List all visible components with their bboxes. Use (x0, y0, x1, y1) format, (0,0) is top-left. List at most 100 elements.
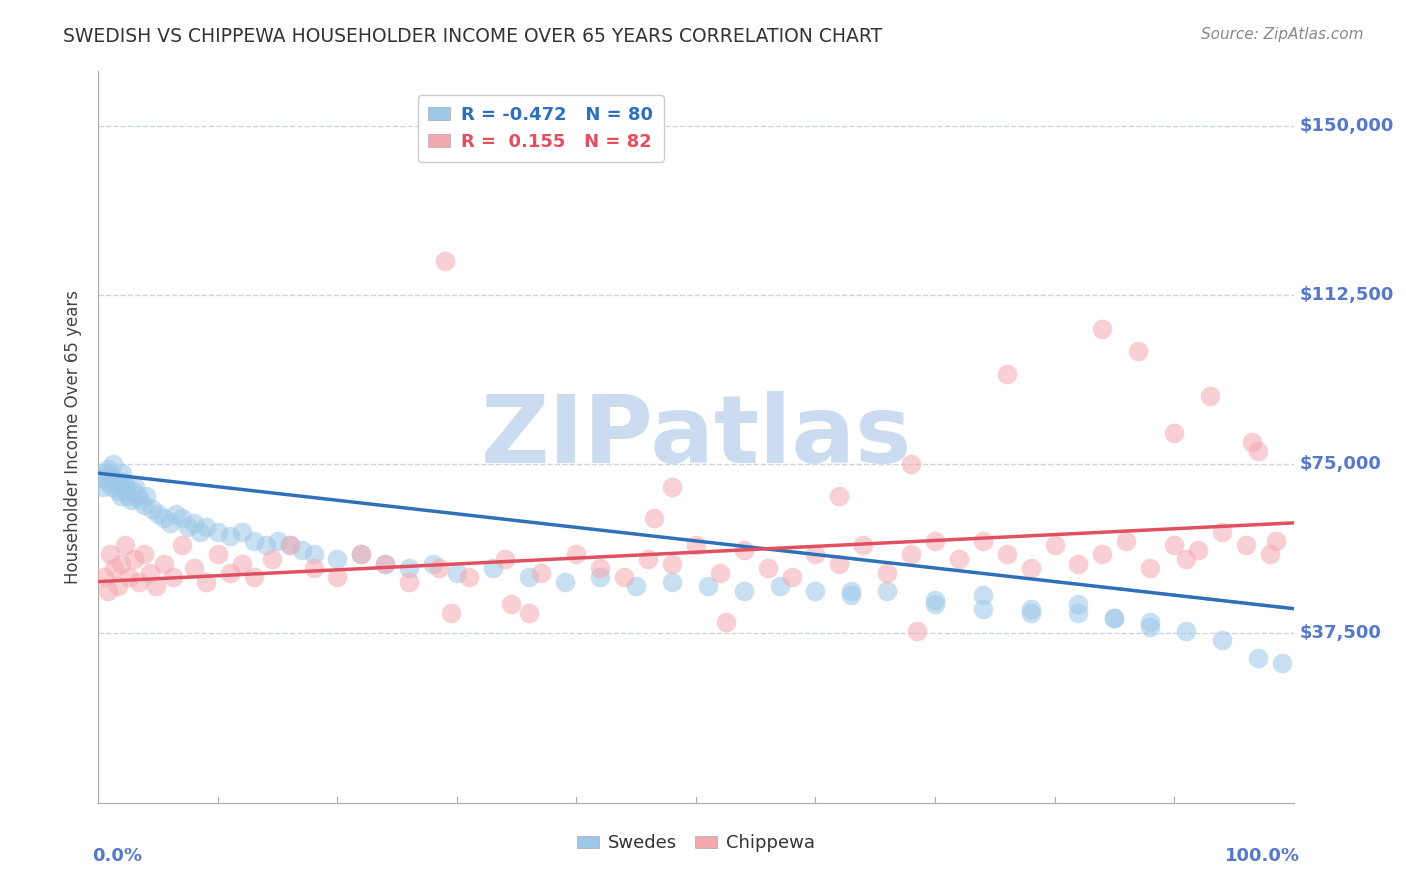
Point (177, 520, 200, 534)
Point (302, 548, 325, 562)
Point (589, 570, 612, 584)
Point (114, 484, 136, 499)
Point (1104, 610, 1126, 624)
Text: 0.0%: 0.0% (93, 847, 142, 864)
Point (482, 561, 505, 575)
Text: $112,500: $112,500 (1299, 285, 1393, 304)
Point (91, 480, 114, 494)
Point (709, 566, 731, 580)
Point (1115, 533, 1137, 548)
Point (398, 561, 420, 575)
Point (1067, 597, 1090, 611)
Point (828, 489, 851, 503)
Y-axis label: Householder Income Over 65 years: Householder Income Over 65 years (65, 290, 83, 584)
Point (108, 480, 131, 494)
Point (120, 493, 142, 508)
Point (900, 457, 922, 471)
Point (1271, 656, 1294, 670)
Point (1247, 443, 1270, 458)
Point (278, 538, 301, 552)
Point (972, 533, 994, 548)
Point (145, 579, 167, 593)
Point (97, 461, 120, 475)
Point (1258, 548, 1281, 562)
Text: $150,000: $150,000 (1299, 117, 1393, 135)
Point (1128, 344, 1150, 359)
Point (1247, 651, 1270, 665)
Point (494, 552, 516, 566)
Point (183, 516, 205, 530)
Point (243, 570, 266, 584)
Point (661, 480, 683, 494)
Point (172, 538, 194, 552)
Point (626, 579, 648, 593)
Point (924, 592, 946, 607)
Point (110, 557, 132, 571)
Point (398, 574, 420, 589)
Point (1187, 543, 1209, 558)
Text: 100.0%: 100.0% (1225, 847, 1299, 864)
Point (103, 471, 125, 485)
Point (278, 538, 301, 552)
Point (183, 561, 205, 575)
Point (972, 588, 994, 602)
Point (139, 566, 162, 580)
Point (530, 566, 553, 580)
Point (1091, 322, 1114, 336)
Point (852, 538, 875, 552)
Point (267, 533, 290, 548)
Point (876, 583, 898, 598)
Point (1019, 601, 1042, 615)
Point (141, 502, 163, 516)
Point (458, 570, 481, 584)
Text: $75,000: $75,000 (1299, 455, 1381, 473)
Point (1139, 561, 1161, 575)
Point (103, 561, 125, 575)
Point (98, 471, 122, 485)
Point (114, 538, 136, 552)
Point (219, 529, 242, 543)
Point (110, 489, 132, 503)
Point (876, 566, 898, 580)
Point (589, 561, 612, 575)
Point (1240, 434, 1263, 449)
Point (96, 475, 118, 490)
Point (1211, 633, 1233, 648)
Point (661, 557, 683, 571)
Point (97, 583, 120, 598)
Point (302, 561, 325, 575)
Point (1264, 533, 1286, 548)
Point (804, 548, 827, 562)
Point (733, 583, 755, 598)
Point (780, 570, 803, 584)
Text: SWEDISH VS CHIPPEWA HOUSEHOLDER INCOME OVER 65 YEARS CORRELATION CHART: SWEDISH VS CHIPPEWA HOUSEHOLDER INCOME O… (63, 27, 883, 45)
Text: Source: ZipAtlas.com: Source: ZipAtlas.com (1201, 27, 1364, 42)
Point (517, 606, 540, 620)
Point (1163, 538, 1185, 552)
Point (124, 552, 146, 566)
Point (148, 507, 170, 521)
Point (98, 548, 122, 562)
Point (107, 579, 129, 593)
Point (1199, 389, 1222, 403)
Point (188, 524, 211, 539)
Point (637, 552, 659, 566)
Point (733, 543, 755, 558)
Point (100, 480, 122, 494)
Point (243, 533, 266, 548)
Point (1175, 552, 1198, 566)
Point (446, 566, 468, 580)
Point (1175, 624, 1198, 639)
Point (995, 367, 1018, 381)
Point (172, 511, 194, 525)
Point (1139, 615, 1161, 630)
Point (231, 524, 253, 539)
Point (565, 548, 588, 562)
Point (948, 552, 970, 566)
Point (93, 570, 115, 584)
Point (374, 557, 396, 571)
Point (1104, 610, 1126, 624)
Point (207, 548, 229, 562)
Point (118, 570, 141, 584)
Point (122, 484, 145, 499)
